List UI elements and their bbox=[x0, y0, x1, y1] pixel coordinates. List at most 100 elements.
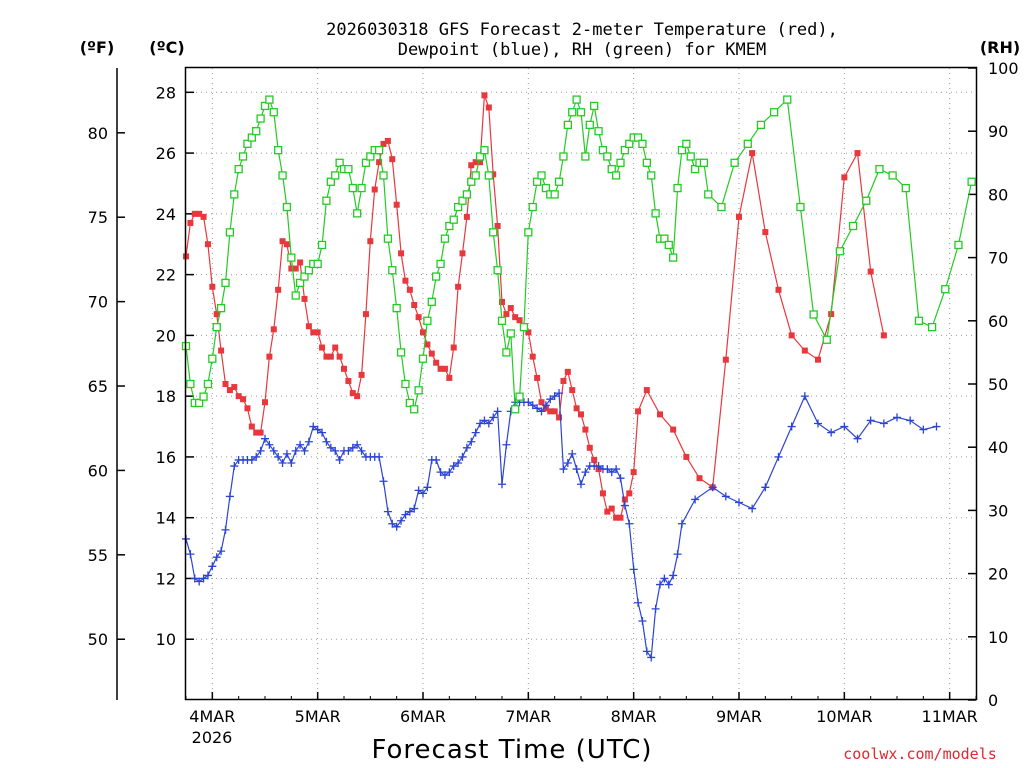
dewpoint-point bbox=[524, 398, 533, 407]
fahrenheit-tick-label: 70 bbox=[88, 293, 108, 312]
temperature-point bbox=[253, 429, 260, 436]
relative-humidity-point bbox=[366, 152, 375, 161]
temperature-point bbox=[275, 286, 282, 293]
temperature-point bbox=[336, 353, 343, 360]
temperature-point bbox=[204, 241, 211, 248]
temperature-point bbox=[380, 140, 387, 147]
dewpoint-point bbox=[638, 617, 647, 625]
relative-humidity-point bbox=[603, 152, 612, 161]
relative-humidity-point bbox=[620, 146, 630, 155]
dewpoint-point bbox=[348, 443, 357, 452]
temperature-point bbox=[349, 390, 356, 397]
plot-frame bbox=[184, 66, 978, 701]
temperature-point bbox=[283, 241, 290, 248]
temperature-point bbox=[762, 229, 769, 236]
relative-humidity-line bbox=[185, 97, 973, 411]
dewpoint-point bbox=[677, 519, 686, 528]
relative-humidity-point bbox=[445, 221, 454, 231]
relative-humidity-point bbox=[313, 259, 322, 269]
dewpoint-point bbox=[814, 419, 822, 428]
dewpoint-point bbox=[550, 392, 559, 401]
temperature-point bbox=[354, 393, 361, 400]
dewpoint-point bbox=[344, 446, 353, 455]
temperature-point bbox=[573, 405, 580, 412]
celsius-tick-label: 12 bbox=[156, 569, 176, 588]
dewpoint-point bbox=[906, 416, 915, 425]
temperature-point bbox=[398, 250, 405, 257]
chart-title-line1: 2026030318 GFS Forecast 2-meter Temperat… bbox=[326, 20, 838, 40]
relative-humidity-point bbox=[317, 240, 327, 250]
axis-layer: 10 12 14 16 18 20 22 24 26 28 50 55 60 65 70 75 80 0 10 20 3… bbox=[88, 59, 1019, 726]
relative-humidity-point bbox=[467, 177, 476, 186]
x-tick-label: 11MAR bbox=[922, 707, 978, 726]
rh-tick-label: 80 bbox=[988, 185, 1008, 204]
relative-humidity-point bbox=[374, 146, 384, 155]
dewpoint-point bbox=[620, 501, 629, 510]
temperature-point bbox=[411, 302, 418, 308]
temperature-point bbox=[358, 371, 365, 378]
temperature-point bbox=[323, 353, 330, 360]
temperature-point bbox=[218, 347, 225, 354]
dewpoint-point bbox=[489, 413, 498, 422]
dewpoint-point bbox=[563, 459, 572, 467]
dewpoint-point bbox=[642, 647, 651, 656]
dewpoint-point bbox=[326, 443, 335, 452]
temperature-point bbox=[749, 150, 756, 157]
temperature-point bbox=[310, 329, 317, 336]
relative-humidity-point bbox=[252, 127, 261, 136]
temperature-point bbox=[626, 490, 633, 497]
temperature-point bbox=[599, 490, 606, 497]
temperature-point bbox=[880, 332, 887, 339]
temperature-point bbox=[621, 496, 628, 503]
relative-humidity-point bbox=[353, 209, 362, 218]
dewpoint-point bbox=[265, 440, 274, 449]
relative-humidity-point bbox=[260, 101, 270, 111]
relative-humidity-point bbox=[664, 240, 673, 250]
temperature-point bbox=[569, 387, 576, 394]
dewpoint-point bbox=[827, 428, 836, 437]
dewpoint-point bbox=[300, 446, 309, 455]
relative-humidity-point bbox=[638, 139, 647, 148]
relative-humidity-point bbox=[199, 392, 208, 401]
relative-humidity-point bbox=[331, 171, 340, 180]
temperature-point bbox=[371, 186, 378, 193]
relative-humidity-point bbox=[835, 247, 845, 256]
temperature-point bbox=[196, 210, 203, 217]
relative-humidity-point bbox=[704, 190, 713, 199]
temperature-point bbox=[485, 104, 492, 111]
dewpoint-point bbox=[432, 455, 441, 464]
temperature-point bbox=[455, 283, 462, 290]
dewpoint-point bbox=[471, 428, 480, 437]
temperature-point bbox=[200, 213, 207, 220]
relative-humidity-point bbox=[440, 234, 450, 243]
temperature-point bbox=[459, 250, 466, 257]
temperature-point bbox=[231, 384, 238, 391]
dewpoint-point bbox=[256, 446, 265, 455]
dewpoint-point bbox=[212, 553, 221, 562]
temperature-point bbox=[191, 210, 198, 217]
dewpoint-point bbox=[572, 465, 581, 474]
dewpoint-point bbox=[616, 474, 625, 483]
temperature-point bbox=[376, 159, 383, 166]
dewpoint-point bbox=[594, 462, 603, 471]
relative-humidity-point bbox=[568, 108, 577, 117]
temperature-point bbox=[696, 475, 703, 482]
temperature-point bbox=[450, 344, 457, 351]
temperature-point bbox=[367, 238, 374, 245]
dewpoint-point bbox=[375, 452, 384, 461]
relative-humidity-point bbox=[690, 164, 700, 174]
relative-humidity-point bbox=[458, 196, 467, 205]
relative-humidity-point bbox=[295, 278, 305, 288]
temperature-point bbox=[604, 508, 611, 515]
fahrenheit-tick-label: 65 bbox=[88, 377, 108, 396]
relative-humidity-point bbox=[717, 202, 726, 212]
temperature-point bbox=[402, 277, 409, 284]
temperature-point bbox=[801, 347, 808, 354]
relative-humidity-point bbox=[888, 171, 897, 180]
relative-humidity-point bbox=[216, 304, 226, 313]
temperature-point bbox=[617, 514, 624, 521]
x-tick-label: 6MAR bbox=[400, 707, 446, 726]
temperature-point bbox=[209, 283, 216, 290]
relative-humidity-point bbox=[875, 164, 884, 174]
fahrenheit-tick-label: 75 bbox=[88, 208, 108, 227]
